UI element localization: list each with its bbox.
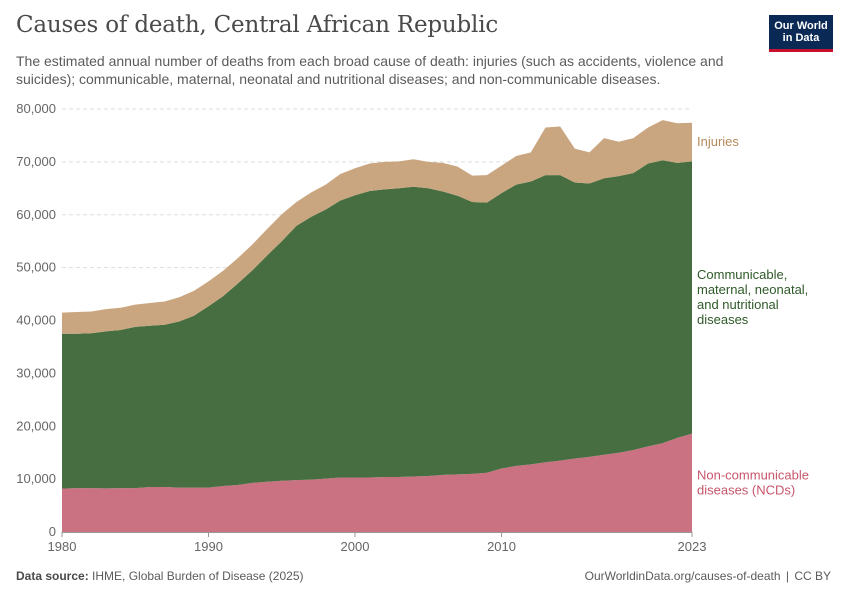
chart-subtitle: The estimated annual number of deaths fr… [16, 53, 724, 87]
y-tick-label: 30,000 [16, 365, 56, 380]
logo-line-2: in Data [782, 32, 820, 44]
data-source-label: Data source: [16, 569, 89, 583]
x-tick-label: 2000 [341, 539, 370, 554]
series-labels: Non-communicable diseases (NCDs) Communica… [697, 134, 809, 497]
series-label-3[interactable]: Injuries [697, 134, 739, 149]
series-label-1[interactable]: Non-communicable diseases (NCDs) [697, 467, 809, 497]
data-source-text: IHME, Global Burden of Disease (2025) [92, 569, 304, 583]
series-label-line: diseases (NCDs) [697, 482, 795, 497]
chart-title: Causes of death, Central African Republi… [16, 12, 499, 38]
series-label-line: diseases [697, 312, 749, 327]
y-tick-label: 10,000 [16, 471, 56, 486]
y-tick-label: 60,000 [16, 207, 56, 222]
logo-line-1: Our World [774, 20, 828, 32]
source-url-link[interactable]: OurWorldinData.org/causes-of-death [584, 569, 781, 583]
footer-credit: OurWorldinData.org/causes-of-death | CC … [584, 569, 831, 583]
area-series-1[interactable] [62, 433, 692, 532]
y-tick-label: 80,000 [16, 101, 56, 116]
x-tick-label: 1990 [194, 539, 223, 554]
y-tick-label: 70,000 [16, 154, 56, 169]
series-label-2[interactable]: Communicable, maternal, neonatal, and nutr… [697, 267, 808, 327]
series-label-line: maternal, neonatal, [697, 282, 808, 297]
series-areas [62, 120, 692, 532]
license-link[interactable]: CC BY [794, 569, 831, 583]
series-label-line: and nutritional [697, 297, 779, 312]
y-tick-label: 0 [49, 524, 56, 539]
x-tick-label: 1980 [48, 539, 77, 554]
y-tick-label: 20,000 [16, 418, 56, 433]
area-series-3[interactable] [62, 120, 692, 334]
area-series-2[interactable] [62, 160, 692, 489]
series-label-line: Injuries [697, 134, 739, 149]
owid-logo[interactable]: Our World in Data [769, 15, 833, 52]
y-tick-label: 50,000 [16, 260, 56, 275]
axes: 0 10,000 20,000 30,000 40,000 50,000 60,000 70,… [16, 101, 706, 554]
series-label-line: Communicable, [697, 267, 787, 282]
series-label-line: Non-communicable [697, 467, 809, 482]
x-tick-label: 2010 [487, 539, 516, 554]
data-source: Data source: IHME, Global Burden of Dise… [16, 569, 303, 583]
y-tick-label: 40,000 [16, 313, 56, 328]
x-tick-label: 2023 [678, 539, 707, 554]
